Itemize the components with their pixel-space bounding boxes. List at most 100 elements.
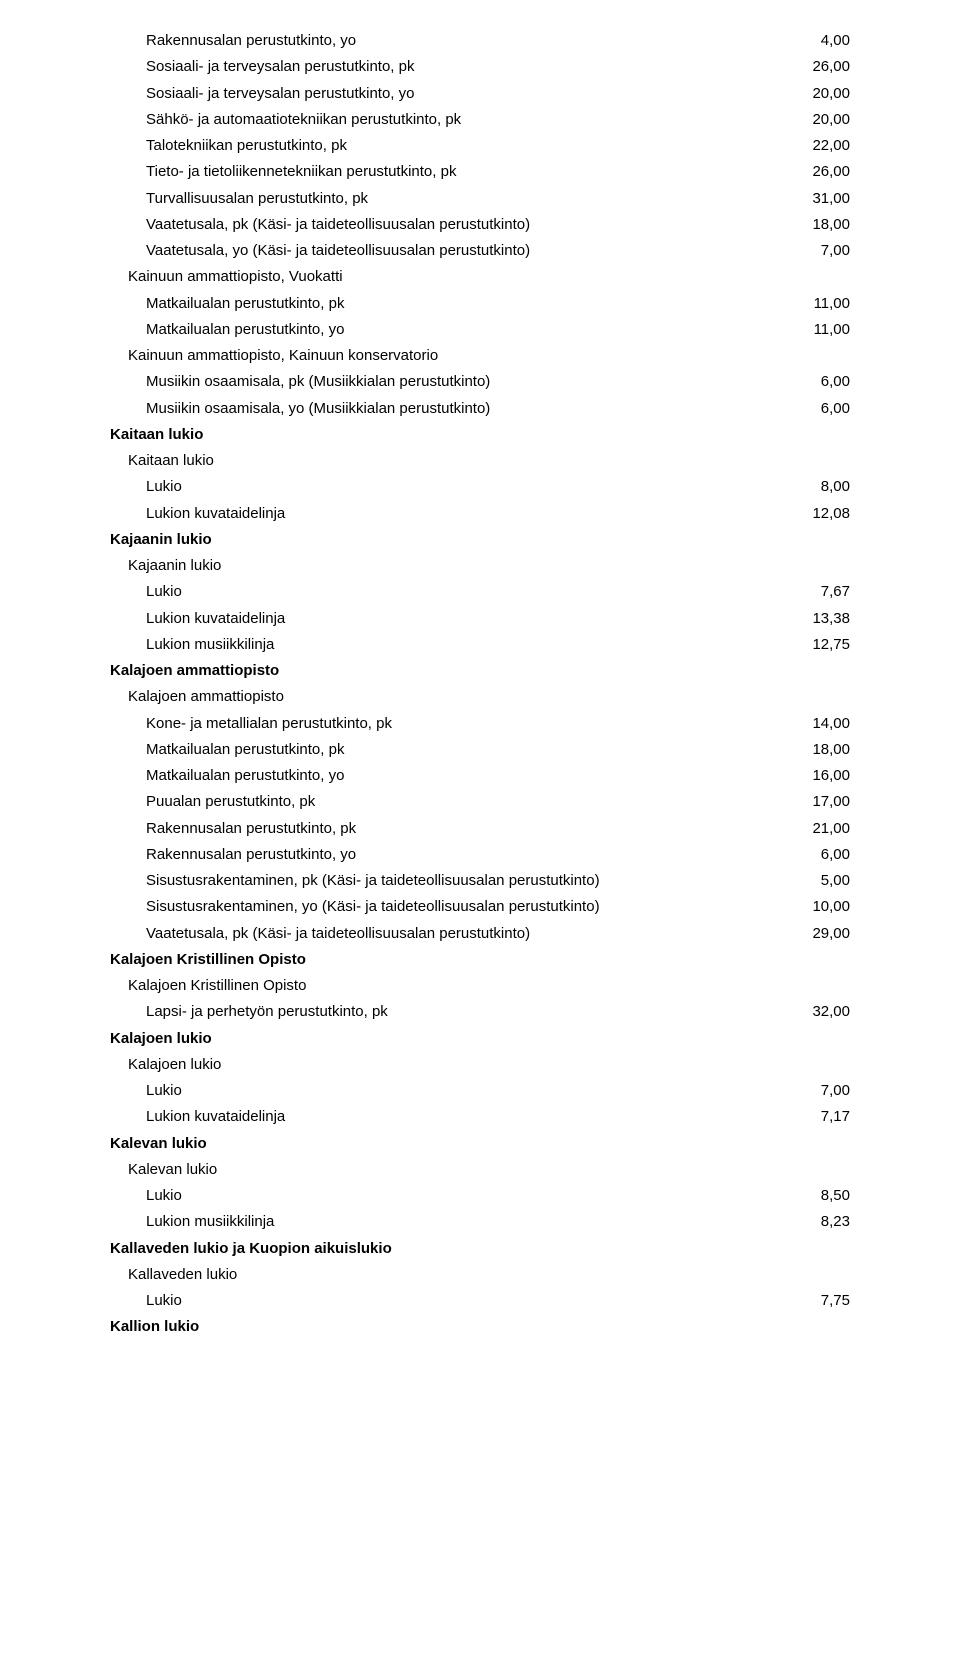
item-value: 29,00 — [792, 921, 850, 947]
listing-row: Kalajoen lukio — [110, 1052, 850, 1078]
subsection-heading: Kaitaan lukio — [110, 448, 850, 474]
listing-row: Vaatetusala, yo (Käsi- ja taideteollisuu… — [110, 238, 850, 264]
section-heading: Kalevan lukio — [110, 1131, 850, 1157]
listing-row: Matkailualan perustutkinto, yo11,00 — [110, 317, 850, 343]
item-value: 7,67 — [801, 579, 850, 605]
item-label: Lukio — [110, 1183, 801, 1209]
item-label: Lukion kuvataidelinja — [110, 501, 792, 527]
item-value: 12,75 — [792, 632, 850, 658]
listing-row: Kainuun ammattiopisto, Vuokatti — [110, 264, 850, 290]
item-value: 8,00 — [801, 474, 850, 500]
item-value: 18,00 — [792, 212, 850, 238]
item-label: Vaatetusala, pk (Käsi- ja taideteollisuu… — [110, 212, 792, 238]
item-value: 7,75 — [801, 1288, 850, 1314]
item-label: Sosiaali- ja terveysalan perustutkinto, … — [110, 54, 792, 80]
item-label: Turvallisuusalan perustutkinto, pk — [110, 186, 792, 212]
listing-row: Kalajoen ammattiopisto — [110, 684, 850, 710]
listing-row: Lukio8,50 — [110, 1183, 850, 1209]
listing-row: Sisustusrakentaminen, pk (Käsi- ja taide… — [110, 868, 850, 894]
section-heading: Kalajoen ammattiopisto — [110, 658, 850, 684]
item-value: 6,00 — [801, 369, 850, 395]
item-value: 20,00 — [792, 107, 850, 133]
item-value: 11,00 — [794, 291, 850, 317]
listing-row: Lapsi- ja perhetyön perustutkinto, pk32,… — [110, 999, 850, 1025]
item-value: 5,00 — [801, 868, 850, 894]
section-heading: Kaitaan lukio — [110, 422, 850, 448]
section-heading: Kallion lukio — [110, 1314, 850, 1340]
item-label: Musiikin osaamisala, pk (Musiikkialan pe… — [110, 369, 801, 395]
item-label: Lukion kuvataidelinja — [110, 1104, 801, 1130]
item-label: Lukio — [110, 1288, 801, 1314]
listing-row: Lukion kuvataidelinja12,08 — [110, 501, 850, 527]
document-page: Rakennusalan perustutkinto, yo4,00Sosiaa… — [0, 0, 960, 1369]
listing-row: Kalajoen Kristillinen Opisto — [110, 973, 850, 999]
item-label: Puualan perustutkinto, pk — [110, 789, 792, 815]
item-value: 6,00 — [801, 842, 850, 868]
section-heading: Kallaveden lukio ja Kuopion aikuislukio — [110, 1236, 850, 1262]
item-label: Rakennusalan perustutkinto, pk — [110, 816, 792, 842]
listing-row: Kalevan lukio — [110, 1131, 850, 1157]
listing-row: Kainuun ammattiopisto, Kainuun konservat… — [110, 343, 850, 369]
item-value: 7,00 — [801, 238, 850, 264]
item-value: 8,50 — [801, 1183, 850, 1209]
listing-row: Rakennusalan perustutkinto, yo4,00 — [110, 28, 850, 54]
item-label: Talotekniikan perustutkinto, pk — [110, 133, 792, 159]
listing-row: Matkailualan perustutkinto, yo16,00 — [110, 763, 850, 789]
item-value: 11,00 — [794, 317, 850, 343]
item-label: Sosiaali- ja terveysalan perustutkinto, … — [110, 81, 792, 107]
item-value: 22,00 — [792, 133, 850, 159]
listing-row: Turvallisuusalan perustutkinto, pk31,00 — [110, 186, 850, 212]
item-value: 32,00 — [792, 999, 850, 1025]
listing-row: Kajaanin lukio — [110, 527, 850, 553]
item-value: 7,00 — [801, 1078, 850, 1104]
section-heading: Kajaanin lukio — [110, 527, 850, 553]
listing-row: Vaatetusala, pk (Käsi- ja taideteollisuu… — [110, 212, 850, 238]
item-label: Sisustusrakentaminen, yo (Käsi- ja taide… — [110, 894, 792, 920]
listing-row: Matkailualan perustutkinto, pk18,00 — [110, 737, 850, 763]
item-value: 31,00 — [792, 186, 850, 212]
listing-row: Lukion musiikkilinja12,75 — [110, 632, 850, 658]
item-value: 17,00 — [792, 789, 850, 815]
item-label: Rakennusalan perustutkinto, yo — [110, 842, 801, 868]
item-value: 14,00 — [792, 711, 850, 737]
subsection-heading: Kalajoen lukio — [110, 1052, 850, 1078]
item-value: 26,00 — [792, 54, 850, 80]
listing-row: Sisustusrakentaminen, yo (Käsi- ja taide… — [110, 894, 850, 920]
listing-row: Rakennusalan perustutkinto, pk21,00 — [110, 816, 850, 842]
item-label: Musiikin osaamisala, yo (Musiikkialan pe… — [110, 396, 801, 422]
subsection-heading: Kalajoen ammattiopisto — [110, 684, 850, 710]
section-heading: Kalajoen lukio — [110, 1026, 850, 1052]
listing-row: Rakennusalan perustutkinto, yo6,00 — [110, 842, 850, 868]
item-label: Lukion kuvataidelinja — [110, 606, 792, 632]
listing-row: Kallion lukio — [110, 1314, 850, 1340]
item-value: 21,00 — [792, 816, 850, 842]
item-value: 4,00 — [801, 28, 850, 54]
item-value: 13,38 — [792, 606, 850, 632]
item-value: 16,00 — [792, 763, 850, 789]
listing-row: Lukio7,00 — [110, 1078, 850, 1104]
item-label: Matkailualan perustutkinto, yo — [110, 763, 792, 789]
item-label: Lukio — [110, 474, 801, 500]
listing-row: Sähkö- ja automaatiotekniikan perustutki… — [110, 107, 850, 133]
listing-row: Kalajoen ammattiopisto — [110, 658, 850, 684]
item-label: Lukion musiikkilinja — [110, 1209, 801, 1235]
item-label: Sisustusrakentaminen, pk (Käsi- ja taide… — [110, 868, 801, 894]
item-label: Lukio — [110, 579, 801, 605]
listing-row: Kallaveden lukio — [110, 1262, 850, 1288]
listing-row: Kajaanin lukio — [110, 553, 850, 579]
section-heading: Kalajoen Kristillinen Opisto — [110, 947, 850, 973]
listing-row: Sosiaali- ja terveysalan perustutkinto, … — [110, 81, 850, 107]
listing-row: Kalajoen lukio — [110, 1026, 850, 1052]
listing-row: Kalevan lukio — [110, 1157, 850, 1183]
listing-row: Matkailualan perustutkinto, pk11,00 — [110, 291, 850, 317]
item-label: Rakennusalan perustutkinto, yo — [110, 28, 801, 54]
listing-row: Lukio7,75 — [110, 1288, 850, 1314]
item-label: Tieto- ja tietoliikennetekniikan perustu… — [110, 159, 792, 185]
listing-row: Kallaveden lukio ja Kuopion aikuislukio — [110, 1236, 850, 1262]
listing-row: Kaitaan lukio — [110, 422, 850, 448]
subsection-heading: Kalajoen Kristillinen Opisto — [110, 973, 850, 999]
item-value: 18,00 — [792, 737, 850, 763]
item-value: 26,00 — [792, 159, 850, 185]
listing-row: Musiikin osaamisala, yo (Musiikkialan pe… — [110, 396, 850, 422]
item-label: Vaatetusala, yo (Käsi- ja taideteollisuu… — [110, 238, 801, 264]
